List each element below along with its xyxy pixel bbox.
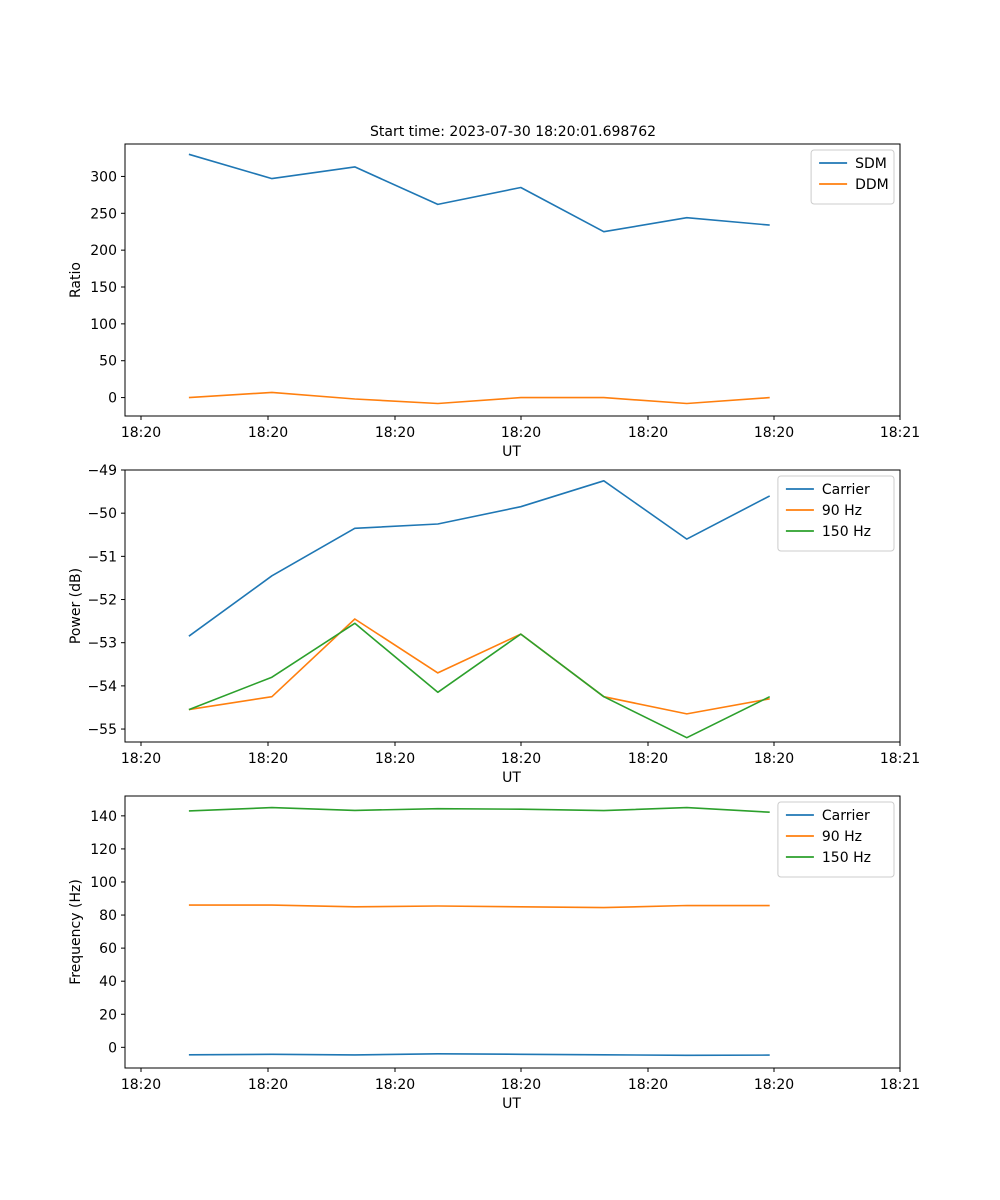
legend-label: Carrier	[822, 808, 870, 824]
x-tick-label: 18:21	[880, 1077, 920, 1093]
series-line-150-hz	[188, 622, 771, 739]
x-tick-label: 18:20	[628, 425, 668, 441]
x-tick-label: 18:20	[501, 751, 541, 767]
plot-frame	[124, 143, 901, 417]
legend-box	[777, 475, 895, 552]
y-tick-label: −53	[87, 636, 117, 652]
legend-label: Carrier	[822, 482, 870, 498]
x-tick-label: 18:20	[375, 425, 415, 441]
y-tick-label: 150	[90, 280, 117, 296]
chart-panel-1: 0 50 100 150 200 250 300 18:20 18:20 18:20 18:20 18…	[68, 143, 920, 460]
legend-label: SDM	[855, 156, 887, 172]
series-line-carrier	[188, 1053, 770, 1057]
plot-frame	[124, 795, 901, 1069]
y-tick-label: −55	[87, 722, 117, 738]
x-axis-label: UT	[502, 1096, 521, 1112]
y-tick-label: 250	[90, 206, 117, 222]
x-tick-label: 18:20	[754, 751, 794, 767]
x-tick-label: 18:20	[248, 751, 288, 767]
x-tick-label: 18:20	[628, 1077, 668, 1093]
x-tick-label: 18:20	[121, 1077, 161, 1093]
x-tick-label: 18:21	[880, 751, 920, 767]
y-tick-label: 40	[99, 974, 117, 990]
x-tick-label: 18:20	[121, 751, 161, 767]
series-line-carrier	[188, 479, 771, 637]
y-tick-label: −51	[87, 549, 117, 565]
x-tick-label: 18:20	[375, 751, 415, 767]
x-tick-label: 18:20	[501, 1077, 541, 1093]
figure-title: Start time: 2023-07-30 18:20:01.698762	[370, 124, 656, 140]
y-tick-label: 20	[99, 1007, 117, 1023]
series-line-150-hz	[188, 806, 770, 813]
chart-panel-2: −55 −54 −53 −52 −51 −50 −49 18:20 18:20 18:20 18:2…	[68, 463, 920, 786]
y-tick-label: −52	[87, 593, 117, 609]
y-tick-label: −49	[87, 463, 117, 479]
y-tick-label: 0	[108, 1040, 117, 1056]
x-axis-label: UT	[502, 770, 521, 786]
x-tick-label: 18:20	[121, 425, 161, 441]
y-tick-label: 50	[99, 354, 117, 370]
y-axis-label: Ratio	[68, 262, 84, 298]
legend: Carrier 90 Hz 150 Hz	[777, 801, 895, 878]
legend-label: 150 Hz	[822, 850, 871, 866]
y-tick-label: 0	[108, 391, 117, 407]
y-tick-label: −54	[87, 679, 117, 695]
x-tick-label: 18:20	[754, 425, 794, 441]
x-tick-label: 18:20	[248, 1077, 288, 1093]
y-tick-label: 100	[90, 317, 117, 333]
legend-box	[777, 801, 895, 878]
x-tick-label: 18:21	[880, 425, 920, 441]
chart-panel-3: 0 20 40 60 80 100 120 140 18:20 18:20 18:20 18:20 18…	[68, 795, 920, 1112]
legend: Carrier 90 Hz 150 Hz	[777, 475, 895, 552]
x-tick-label: 18:20	[501, 425, 541, 441]
series-line-90-hz	[188, 618, 770, 715]
legend-label: 150 Hz	[822, 524, 871, 540]
x-tick-label: 18:20	[375, 1077, 415, 1093]
plot-frame	[124, 469, 901, 743]
y-tick-label: −50	[87, 506, 117, 522]
x-tick-label: 18:20	[628, 751, 668, 767]
y-tick-label: 300	[90, 169, 117, 185]
x-axis-label: UT	[502, 444, 521, 460]
y-tick-label: 60	[99, 941, 117, 957]
y-tick-label: 120	[90, 842, 117, 858]
legend: SDM DDM	[810, 149, 895, 205]
x-tick-label: 18:20	[754, 1077, 794, 1093]
legend-label: 90 Hz	[822, 503, 862, 519]
series-line-sdm	[188, 153, 770, 233]
series-line-ddm	[188, 391, 770, 405]
series-line-90-hz	[188, 904, 770, 909]
legend-label: DDM	[855, 177, 889, 193]
y-tick-label: 80	[99, 908, 117, 924]
y-tick-label: 100	[90, 875, 117, 891]
y-tick-label: 200	[90, 243, 117, 259]
y-axis-label: Frequency (Hz)	[68, 879, 84, 985]
y-axis-label: Power (dB)	[68, 568, 84, 644]
legend-label: 90 Hz	[822, 829, 862, 845]
x-tick-label: 18:20	[248, 425, 288, 441]
y-tick-label: 140	[90, 809, 117, 825]
